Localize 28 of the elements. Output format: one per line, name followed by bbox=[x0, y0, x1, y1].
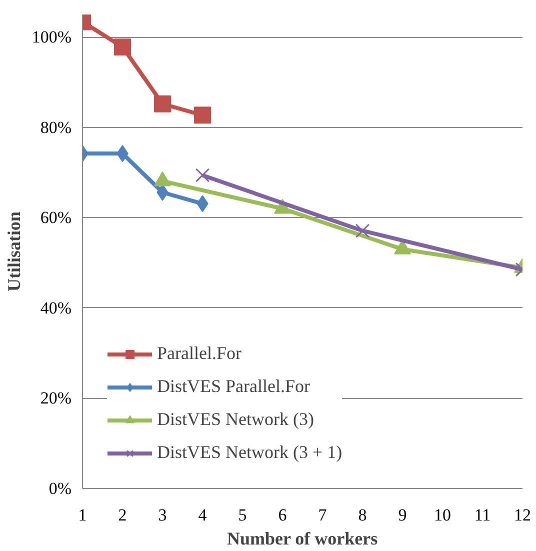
point bbox=[194, 106, 211, 124]
x-axis-title: Number of workers bbox=[227, 528, 378, 548]
x-tick-label: 1 bbox=[78, 506, 87, 524]
x-tick-label: 2 bbox=[118, 506, 127, 524]
y-tick-label: 60% bbox=[40, 208, 72, 228]
point bbox=[154, 95, 171, 112]
y-tick-label: 100% bbox=[32, 28, 72, 47]
y-tick-label: 40% bbox=[40, 298, 72, 318]
x-tick-label: 8 bbox=[358, 506, 367, 524]
x-tick-label: 12 bbox=[514, 506, 531, 524]
x-tick-label: 6 bbox=[278, 506, 287, 524]
x-tick-label: 4 bbox=[198, 506, 208, 524]
x-tick-label: 11 bbox=[474, 506, 491, 524]
point bbox=[195, 168, 210, 182]
legend-label: Parallel.For bbox=[157, 343, 242, 364]
y-tick-label: 80% bbox=[40, 118, 72, 137]
point bbox=[114, 38, 131, 56]
x-tick-label: 7 bbox=[318, 506, 328, 524]
y-tick-label: 0% bbox=[48, 479, 72, 498]
x-tick-label: 9 bbox=[398, 506, 407, 524]
legend-label: DistVES Parallel.For bbox=[157, 376, 310, 397]
y-tick-label: 20% bbox=[40, 388, 72, 408]
y-axis-title: Utilisation bbox=[4, 211, 24, 292]
legend-label: DistVES Network (3) bbox=[157, 409, 314, 430]
legend-label: DistVES Network (3 + 1) bbox=[157, 442, 342, 463]
x-tick-label: 5 bbox=[238, 506, 247, 524]
x-tick-label: 10 bbox=[434, 506, 451, 524]
x-tick-label: 3 bbox=[158, 506, 167, 524]
